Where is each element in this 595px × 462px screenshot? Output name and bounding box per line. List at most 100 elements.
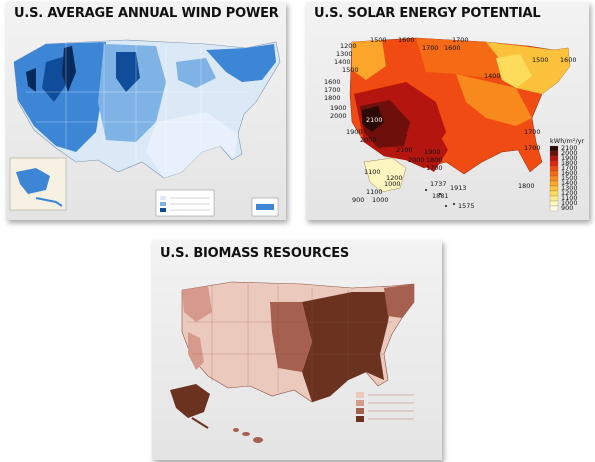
biomass-map bbox=[170, 281, 415, 443]
solar-zone-texas bbox=[406, 128, 448, 172]
solar-legend-label: 1200 bbox=[561, 189, 578, 197]
solar-energy-map: 1200 1300 1400 1500 1500 1600 1600 1700 … bbox=[324, 36, 584, 212]
label-1600-top: 1600 bbox=[398, 36, 415, 44]
solar-legend-swatch bbox=[549, 165, 559, 172]
solar-legend-swatch bbox=[549, 160, 559, 167]
solar-legend-label: 1600 bbox=[561, 169, 578, 177]
solar-panel-title: U.S. SOLAR ENERGY POTENTIAL bbox=[314, 6, 541, 21]
label-1100-ak: 1100 bbox=[364, 168, 381, 176]
wind-zone-deep-1 bbox=[42, 56, 68, 102]
label-2000-w: 2000 bbox=[330, 112, 347, 120]
solar-zone-greatlakes bbox=[496, 54, 532, 88]
label-1400-ne: 1400 bbox=[484, 72, 501, 80]
bio-zone-nw bbox=[182, 286, 212, 322]
solar-legend-label: 1800 bbox=[561, 159, 578, 167]
solar-legend-label: 1000 bbox=[561, 199, 578, 207]
label-1500-nw: 1500 bbox=[342, 66, 359, 74]
label-1700-w: 1700 bbox=[324, 86, 341, 94]
solar-zone-pnw bbox=[352, 40, 386, 80]
label-1800-se: 1800 bbox=[518, 182, 535, 190]
label-1900-s: 1900 bbox=[424, 148, 441, 156]
label-900-ak: 900 bbox=[352, 196, 364, 204]
label-1600-ne: 1600 bbox=[560, 56, 577, 64]
solar-legend-title: kWh/m²/yr bbox=[550, 137, 584, 145]
bio-zone-neast bbox=[384, 284, 414, 318]
solar-legend-label: 1700 bbox=[561, 164, 578, 172]
label-1700-e: 1700 bbox=[524, 128, 541, 136]
bio-legend bbox=[356, 392, 414, 422]
biomass-panel: U.S. BIOMASS RESOURCES bbox=[152, 240, 442, 460]
label-2100-core: 2100 bbox=[366, 116, 383, 124]
label-1100-ak2: 1100 bbox=[366, 188, 383, 196]
bio-zone-midwest bbox=[270, 302, 312, 372]
label-1400-nw: 1400 bbox=[334, 58, 351, 66]
solar-legend-swatch bbox=[549, 145, 559, 152]
solar-legend-label: 2000 bbox=[561, 149, 578, 157]
solar-legend-label: 1900 bbox=[561, 154, 578, 162]
label-1800-w: 1800 bbox=[324, 94, 341, 102]
wind-zone-lakes bbox=[176, 58, 216, 88]
label-1000-ak: 1000 bbox=[384, 180, 401, 188]
label-1500-ne: 1500 bbox=[532, 56, 549, 64]
label-1737-hi: 1737 bbox=[430, 180, 447, 188]
label-2100-s: 2100 bbox=[396, 146, 413, 154]
label-1900-w: 1900 bbox=[330, 104, 347, 112]
solar-zone-northeast bbox=[486, 42, 570, 94]
solar-legend-swatch bbox=[549, 205, 559, 212]
solar-legend-label: 900 bbox=[561, 204, 573, 212]
bio-zone-east bbox=[302, 292, 392, 402]
label-1300-nw: 1300 bbox=[336, 50, 353, 58]
label-1913-hi: 1913 bbox=[450, 184, 467, 192]
solar-legend-swatch bbox=[549, 190, 559, 197]
solar-legend-swatch bbox=[549, 195, 559, 202]
biomass-panel-title: U.S. BIOMASS RESOURCES bbox=[160, 246, 350, 261]
wind-power-map bbox=[9, 39, 281, 217]
label-1700-top2: 1700 bbox=[452, 36, 469, 44]
label-1700-se: 1700 bbox=[524, 144, 541, 152]
wind-panel-title: U.S. AVERAGE ANNUAL WIND POWER bbox=[14, 6, 279, 21]
wind-zone-deep-2 bbox=[116, 52, 140, 92]
wind-state-lines bbox=[26, 42, 246, 172]
solar-legend-swatch bbox=[549, 185, 559, 192]
wind-zone-darkest bbox=[62, 46, 76, 92]
solar-alaska bbox=[363, 157, 407, 193]
solar-legend-label: 1300 bbox=[561, 184, 578, 192]
label-1000-ak2: 1000 bbox=[372, 196, 389, 204]
wind-zone-southeast bbox=[146, 112, 238, 178]
solar-zone-core bbox=[362, 106, 384, 132]
solar-legend-label: 1400 bbox=[561, 179, 578, 187]
bio-alaska bbox=[170, 384, 210, 418]
solar-legend-swatch bbox=[549, 175, 559, 182]
bio-state-lines bbox=[186, 284, 392, 402]
label-1200-ak: 1200 bbox=[386, 174, 403, 182]
solar-legend-label: 2100 bbox=[561, 144, 578, 152]
label-1600-top2: 1600 bbox=[444, 44, 461, 52]
solar-legend: kWh/m²/yr2100200019001800170016001500140… bbox=[549, 137, 584, 212]
solar-legend-swatch bbox=[549, 150, 559, 157]
solar-legend-label: 1500 bbox=[561, 174, 578, 182]
bio-hawaii bbox=[233, 428, 263, 443]
solar-energy-panel: U.S. SOLAR ENERGY POTENTIAL 1200 1300 14… bbox=[306, 2, 589, 220]
solar-legend-swatch bbox=[549, 155, 559, 162]
bio-zone-ca bbox=[188, 332, 204, 370]
label-1500-top: 1500 bbox=[370, 36, 387, 44]
wind-zone-west bbox=[14, 42, 106, 152]
label-1700-top: 1700 bbox=[422, 44, 439, 52]
label-1881-hi: 1881 bbox=[432, 192, 449, 200]
label-1200-nw: 1200 bbox=[340, 42, 357, 50]
label-2000-sw: 2000 bbox=[360, 136, 377, 144]
label-1900-sw: 1900 bbox=[346, 128, 363, 136]
wind-zone-darkest-2 bbox=[26, 68, 36, 92]
solar-legend-label: 1100 bbox=[561, 194, 578, 202]
wind-zone-northeast bbox=[206, 44, 276, 82]
label-1575-hi: 1575 bbox=[458, 202, 475, 210]
wind-zone-plains bbox=[98, 44, 166, 142]
solar-legend-swatch bbox=[549, 180, 559, 187]
label-2000-s: 2000 bbox=[408, 156, 425, 164]
solar-legend-swatch bbox=[549, 200, 559, 207]
solar-legend-swatch bbox=[549, 170, 559, 177]
solar-hawaii-dots bbox=[425, 189, 455, 207]
label-1800-s: 1800 bbox=[426, 156, 443, 164]
label-1600-w: 1600 bbox=[324, 78, 341, 86]
solar-zone-midwest bbox=[456, 74, 532, 126]
